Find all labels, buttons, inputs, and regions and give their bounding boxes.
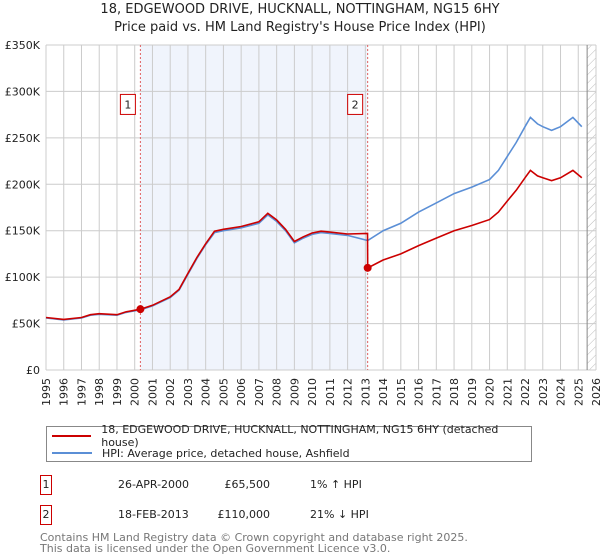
chart-subtitle: Price paid vs. HM Land Registry's House … xyxy=(114,20,486,35)
x-tick-label: 2007 xyxy=(253,378,266,406)
x-tick-label: 2016 xyxy=(413,378,426,406)
legend-item-property: 18, EDGEWOOD DRIVE, HUCKNALL, NOTTINGHAM… xyxy=(47,423,531,449)
x-tick-label: 2004 xyxy=(200,378,213,406)
x-tick-label: 2011 xyxy=(324,378,337,406)
x-tick-label: 2025 xyxy=(572,378,585,406)
x-tick-label: 1996 xyxy=(58,378,71,406)
x-tick-label: 2012 xyxy=(342,378,355,406)
x-tick-label: 2002 xyxy=(164,378,177,406)
transaction-date: 26-APR-2000 xyxy=(118,478,190,491)
x-tick-label: 2023 xyxy=(537,378,550,406)
chart-title: 18, EDGEWOOD DRIVE, HUCKNALL, NOTTINGHAM… xyxy=(100,2,500,17)
x-tick-label: 2008 xyxy=(271,378,284,406)
marker-badge xyxy=(347,93,364,115)
marker-label: 1 xyxy=(124,98,131,111)
x-tick-label: 2000 xyxy=(129,378,142,406)
y-tick-label: £50K xyxy=(12,318,41,331)
x-tick-label: 2010 xyxy=(306,378,319,406)
sale-point xyxy=(363,263,372,272)
x-tick-label: 2001 xyxy=(146,378,159,406)
y-tick-label: £100K xyxy=(5,271,41,284)
footer-licence: This data is licensed under the Open Gov… xyxy=(40,542,391,555)
x-tick-label: 2003 xyxy=(182,378,195,406)
transaction-row: 1 26-APR-2000 £65,500 1% ↑ HPI xyxy=(40,475,440,495)
transaction-hpi: 21% ↓ HPI xyxy=(310,508,369,521)
x-tick-label: 2013 xyxy=(359,378,372,406)
transaction-date: 18-FEB-2013 xyxy=(118,508,189,521)
legend-label: 18, EDGEWOOD DRIVE, HUCKNALL, NOTTINGHAM… xyxy=(101,423,499,449)
y-tick-label: £200K xyxy=(5,178,41,191)
price-paid-line xyxy=(45,169,583,321)
x-tick-label: 1997 xyxy=(75,378,88,406)
marker-label: 2 xyxy=(352,98,359,111)
x-tick-label: 2015 xyxy=(395,378,408,406)
marker-badge: 1 xyxy=(40,475,52,495)
x-tick-label: 2017 xyxy=(430,378,443,406)
legend-line-red xyxy=(52,435,92,437)
y-tick-label: £0 xyxy=(26,364,40,377)
y-tick-label: £250K xyxy=(5,132,41,145)
y-tick-label: £150K xyxy=(5,225,41,238)
marker-badge xyxy=(119,93,136,115)
transaction-price: £65,500 xyxy=(224,478,271,491)
legend-item-hpi: HPI: Average price, detached house, Ashf… xyxy=(47,445,350,461)
y-tick-label: £350K xyxy=(5,39,41,52)
x-tick-label: 2019 xyxy=(466,378,479,406)
forecast-hatch xyxy=(587,45,596,370)
x-tick-label: 2018 xyxy=(448,378,461,406)
price-chart: 1995 1996 1997 1998 1999 2000 2001 2002 2003 2004… xyxy=(5,39,600,406)
x-tick-label: 2021 xyxy=(501,378,514,406)
x-tick-label: 2020 xyxy=(484,378,497,406)
footer-copyright: Contains HM Land Registry data © Crown c… xyxy=(40,531,468,544)
transaction-price: £110,000 xyxy=(217,508,271,521)
legend-line-blue xyxy=(52,452,92,454)
x-tick-label: 1995 xyxy=(40,378,53,406)
x-tick-label: 2024 xyxy=(555,378,568,406)
x-tick-label: 1998 xyxy=(93,378,106,406)
transaction-row: 2 18-FEB-2013 £110,000 21% ↓ HPI xyxy=(40,505,440,525)
legend-label: HPI: Average price, detached house, Ashf… xyxy=(102,446,350,460)
x-tick-label: 1999 xyxy=(111,378,124,406)
ownership-shading xyxy=(140,45,368,370)
sale-point xyxy=(136,305,145,314)
transaction-hpi: 1% ↑ HPI xyxy=(310,478,362,491)
x-tick-label: 2009 xyxy=(288,378,301,406)
x-tick-label: 2026 xyxy=(590,378,600,406)
marker-badge: 2 xyxy=(40,505,52,525)
y-tick-label: £300K xyxy=(5,85,41,98)
legend: 18, EDGEWOOD DRIVE, HUCKNALL, NOTTINGHAM… xyxy=(46,423,532,462)
x-tick-label: 2014 xyxy=(377,378,390,406)
x-tick-label: 2006 xyxy=(235,378,248,406)
x-tick-label: 2005 xyxy=(217,378,230,406)
x-tick-label: 2022 xyxy=(519,378,532,406)
